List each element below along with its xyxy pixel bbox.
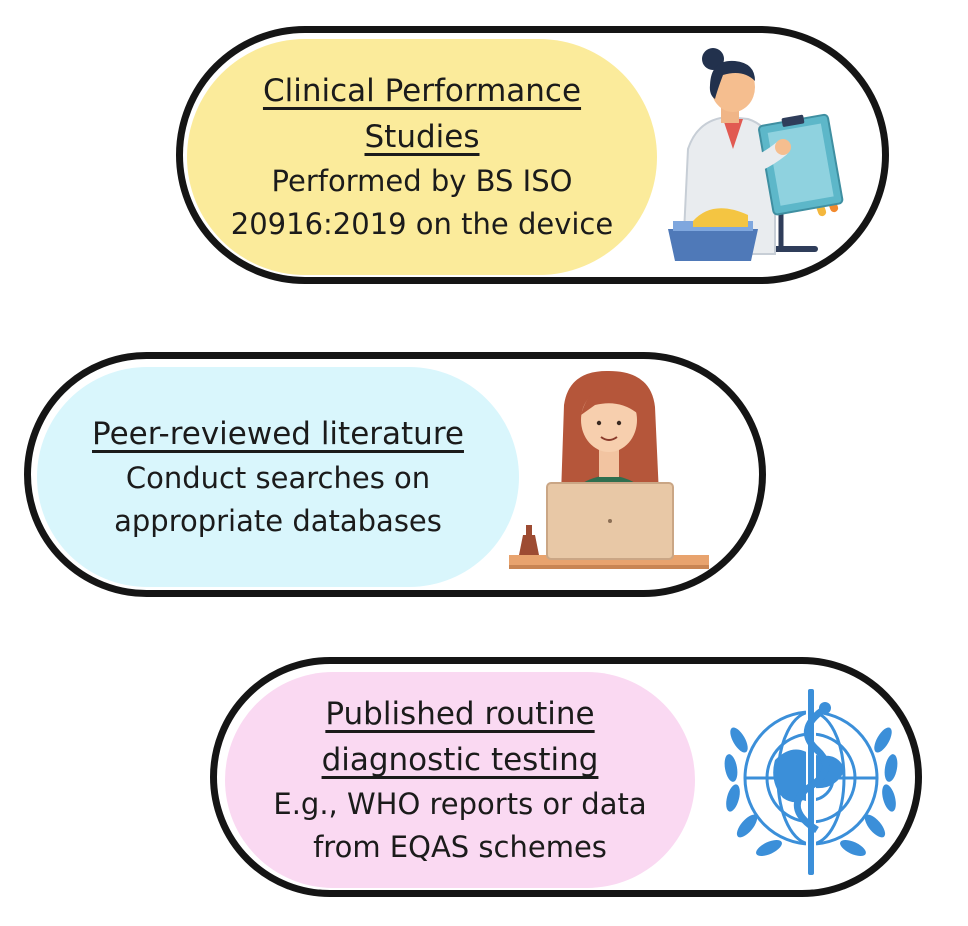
vase (519, 535, 539, 555)
card-title-line: Peer-reviewed literature (92, 416, 464, 452)
laptop-logo (608, 519, 612, 523)
card-body-line: 20916:2019 on the device (230, 207, 614, 241)
shirt (723, 119, 743, 149)
peer-reviewed-card: Peer-reviewed literature Conduct searche… (24, 352, 766, 597)
clinical-performance-card: Clinical Performance Studies Performed b… (176, 26, 889, 284)
hair-bun (702, 48, 724, 70)
card-title-line: Studies (364, 119, 480, 155)
who-emblem (724, 687, 898, 877)
card-body-line: Conduct searches on (125, 461, 431, 495)
arm (715, 141, 789, 175)
laurel-left (724, 727, 782, 857)
card-title-line: diagnostic testing (321, 742, 599, 778)
tray (668, 229, 758, 261)
routine-testing-bubble: Published routine diagnostic testing E.g… (225, 672, 695, 888)
hair (709, 60, 755, 99)
scientist-illustration (668, 48, 844, 261)
clinical-performance-bubble: Clinical Performance Studies Performed b… (187, 39, 657, 275)
card-body-line: Performed by BS ISO (271, 164, 573, 198)
beaker-liquid (693, 208, 748, 227)
neck (599, 445, 619, 477)
card-title-line: Published routine (325, 696, 595, 732)
peer-reviewed-bubble: Peer-reviewed literature Conduct searche… (37, 367, 519, 587)
card-body-line: appropriate databases (114, 504, 442, 538)
hand (775, 139, 791, 155)
card-body-line: E.g., WHO reports or data (273, 787, 647, 821)
woman-laptop-illustration (509, 370, 709, 569)
bangs (581, 386, 637, 415)
card-title-line: Clinical Performance (262, 73, 582, 109)
card-body-line: from EQAS schemes (313, 830, 607, 864)
laurel-right (840, 727, 898, 857)
routine-testing-card: Published routine diagnostic testing E.g… (210, 657, 922, 897)
serpent (793, 707, 830, 833)
